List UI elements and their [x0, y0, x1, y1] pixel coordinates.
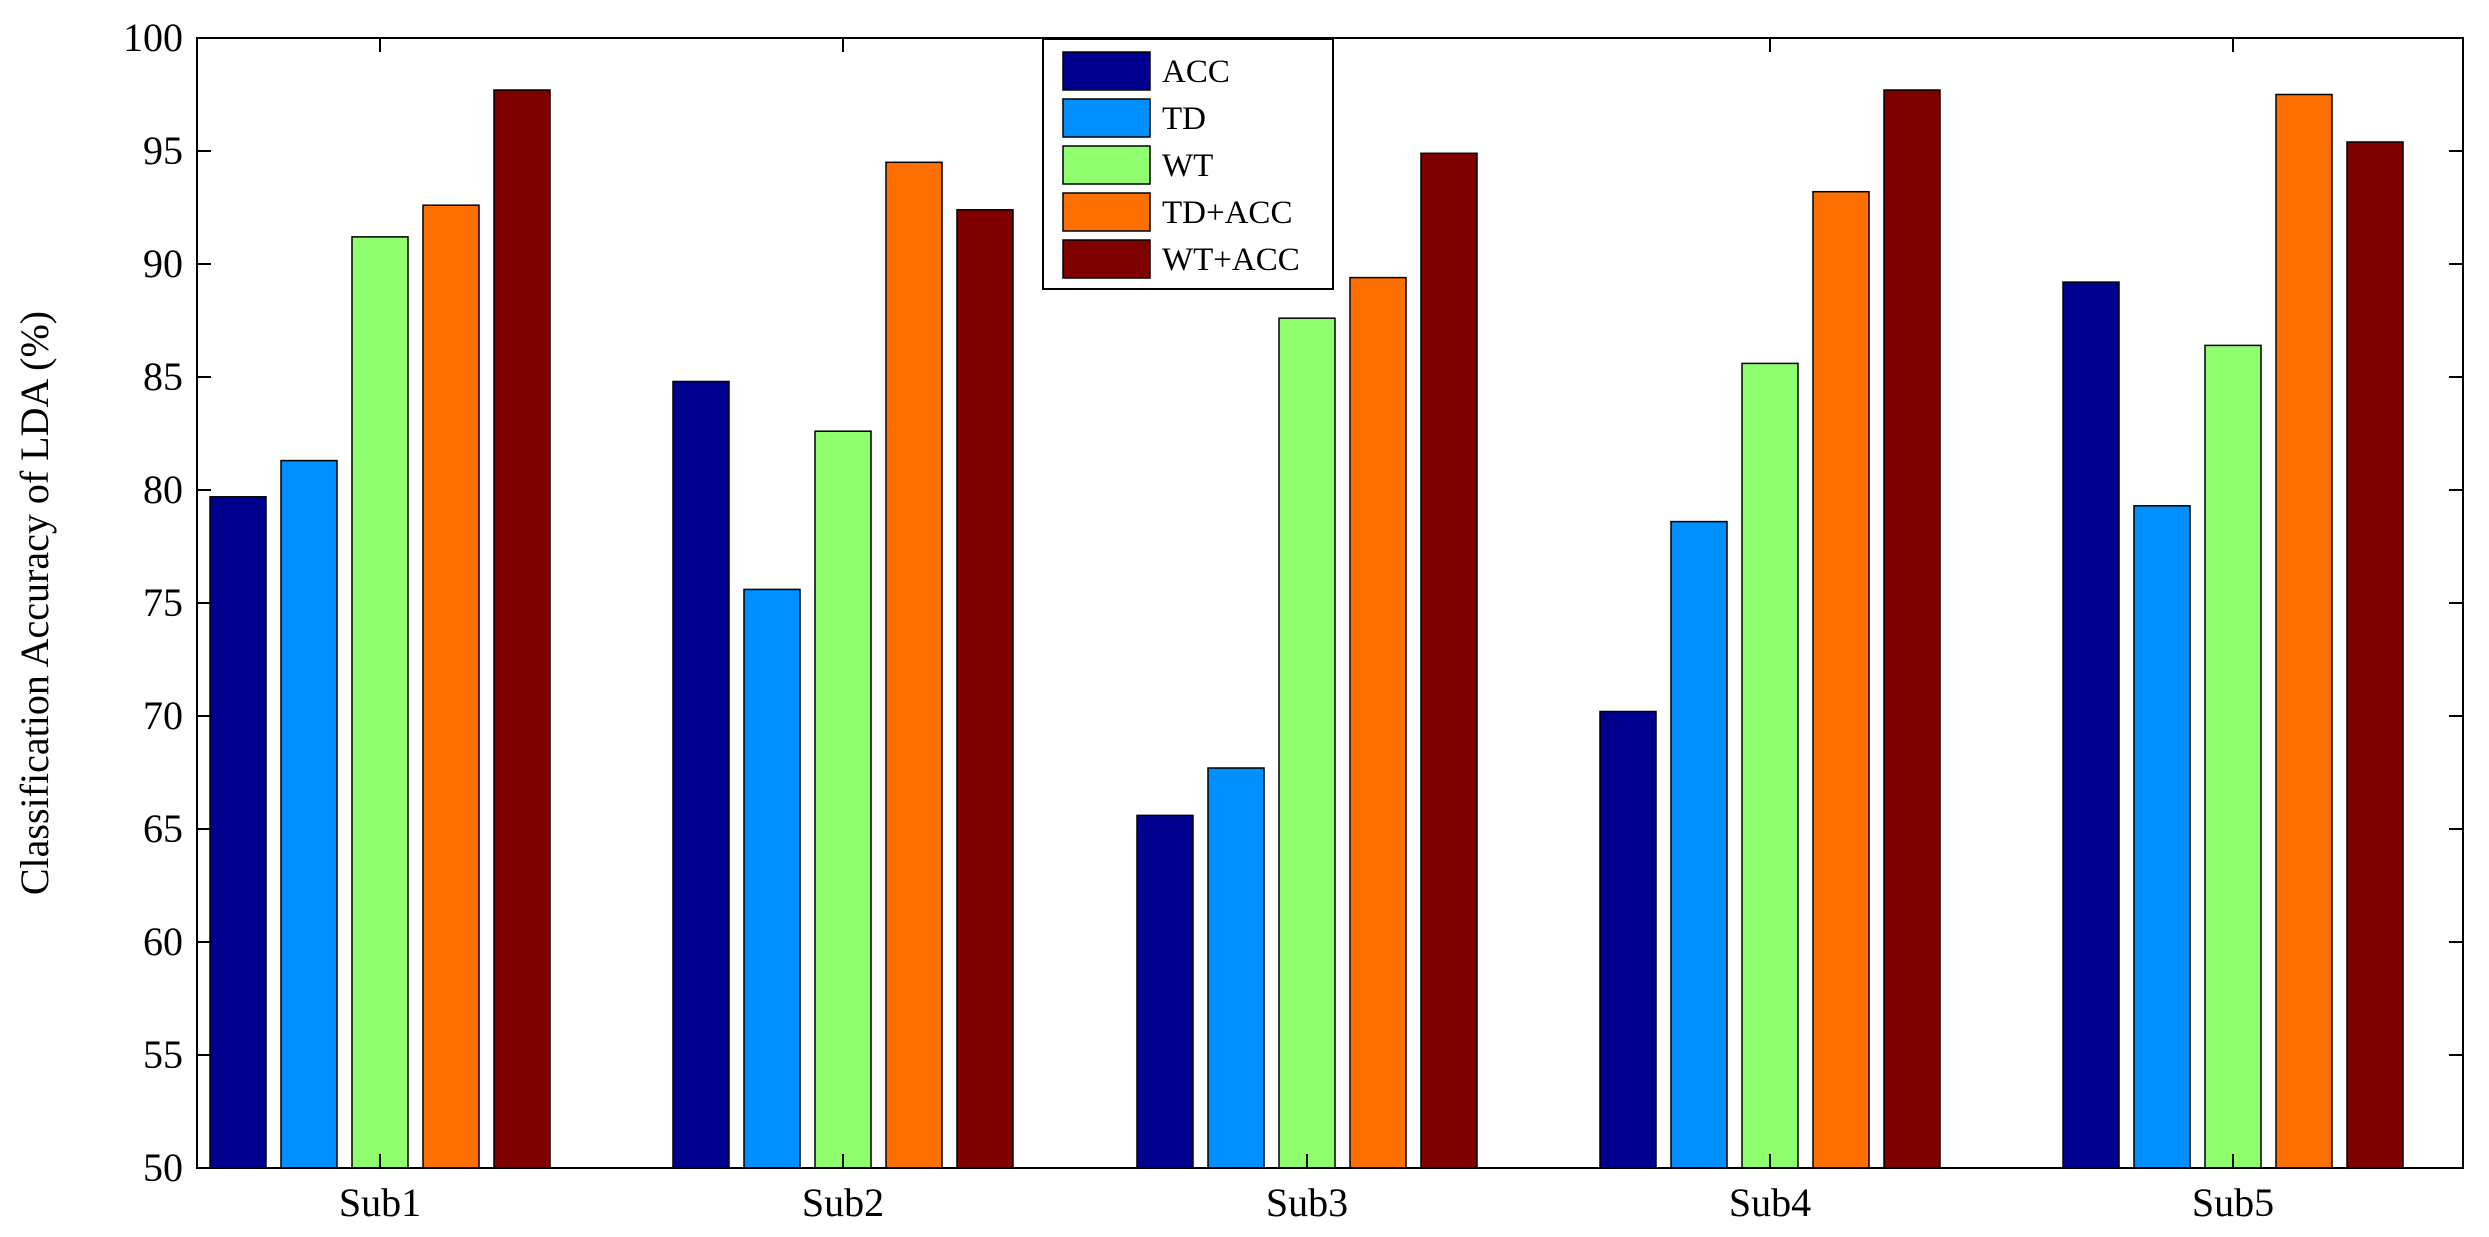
- y-tick-label: 70: [143, 693, 183, 738]
- y-tick-label: 80: [143, 467, 183, 512]
- bar-td-plus-acc-sub3: [1349, 276, 1407, 1169]
- bar-acc-sub2: [672, 380, 730, 1169]
- y-tick-label: 75: [143, 580, 183, 625]
- y-axis-title: Classification Accuracy of LDA (%): [12, 311, 57, 895]
- bar-wt-plus-acc-sub5: [2346, 141, 2404, 1169]
- bar-td-plus-acc-sub4: [1812, 190, 1870, 1169]
- x-tick-label-sub1: Sub1: [339, 1180, 421, 1225]
- bar-wt-sub1: [351, 236, 409, 1169]
- legend-label-td: TD: [1162, 101, 1206, 137]
- bar-wt-sub3: [1278, 317, 1336, 1169]
- legend: ACC TD WT TD+ACC WT+ACC: [1042, 38, 1334, 290]
- x-tick-label-sub3: Sub3: [1266, 1180, 1348, 1225]
- bar-wt-plus-acc-sub1: [493, 89, 551, 1169]
- bar-td-sub5: [2133, 505, 2191, 1169]
- bar-wt-plus-acc-sub2: [956, 209, 1014, 1169]
- bar-wt-plus-acc-sub4: [1883, 89, 1941, 1169]
- y-tick-label: 65: [143, 806, 183, 851]
- legend-swatch-td: [1062, 98, 1151, 138]
- bar-td-sub2: [743, 588, 801, 1169]
- legend-label-wt-plus-acc: WT+ACC: [1162, 242, 1300, 278]
- y-tick-label: 95: [143, 128, 183, 173]
- legend-swatch-td-plus-acc: [1062, 192, 1151, 232]
- bar-wt-plus-acc-sub3: [1420, 152, 1478, 1169]
- legend-swatch-wt-plus-acc: [1062, 239, 1151, 279]
- bar-acc-sub3: [1136, 814, 1194, 1169]
- labels-layer: Classification Accuracy of LDA (%) 50 55 6…: [12, 15, 2274, 1225]
- legend-swatch-acc: [1062, 51, 1151, 91]
- bars-layer: [209, 89, 2404, 1169]
- bar-wt-sub5: [2204, 344, 2262, 1169]
- y-tick-label: 85: [143, 354, 183, 399]
- legend-label-wt: WT: [1162, 148, 1213, 184]
- ticks-layer: [197, 37, 2463, 1169]
- legend-swatch-wt: [1062, 145, 1151, 185]
- bar-wt-sub2: [814, 430, 872, 1169]
- bar-acc-sub1: [209, 496, 267, 1169]
- y-tick-label: 100: [123, 15, 183, 60]
- x-tick-label-sub2: Sub2: [802, 1180, 884, 1225]
- x-tick-label-sub5: Sub5: [2192, 1180, 2274, 1225]
- bar-acc-sub4: [1599, 710, 1657, 1169]
- bar-td-plus-acc-sub1: [422, 204, 480, 1169]
- legend-label-td-plus-acc: TD+ACC: [1162, 195, 1292, 231]
- x-tick-label-sub4: Sub4: [1729, 1180, 1811, 1225]
- bar-td-plus-acc-sub5: [2275, 93, 2333, 1169]
- bar-td-sub3: [1207, 767, 1265, 1169]
- y-tick-label: 50: [143, 1145, 183, 1190]
- bar-td-plus-acc-sub2: [885, 161, 943, 1169]
- bar-wt-sub4: [1741, 362, 1799, 1169]
- legend-label-acc: ACC: [1162, 54, 1230, 90]
- y-tick-label: 55: [143, 1032, 183, 1077]
- y-tick-label: 60: [143, 919, 183, 964]
- y-tick-label: 90: [143, 241, 183, 286]
- bar-td-sub1: [280, 459, 338, 1169]
- bar-acc-sub5: [2062, 281, 2120, 1169]
- bar-td-sub4: [1670, 520, 1728, 1169]
